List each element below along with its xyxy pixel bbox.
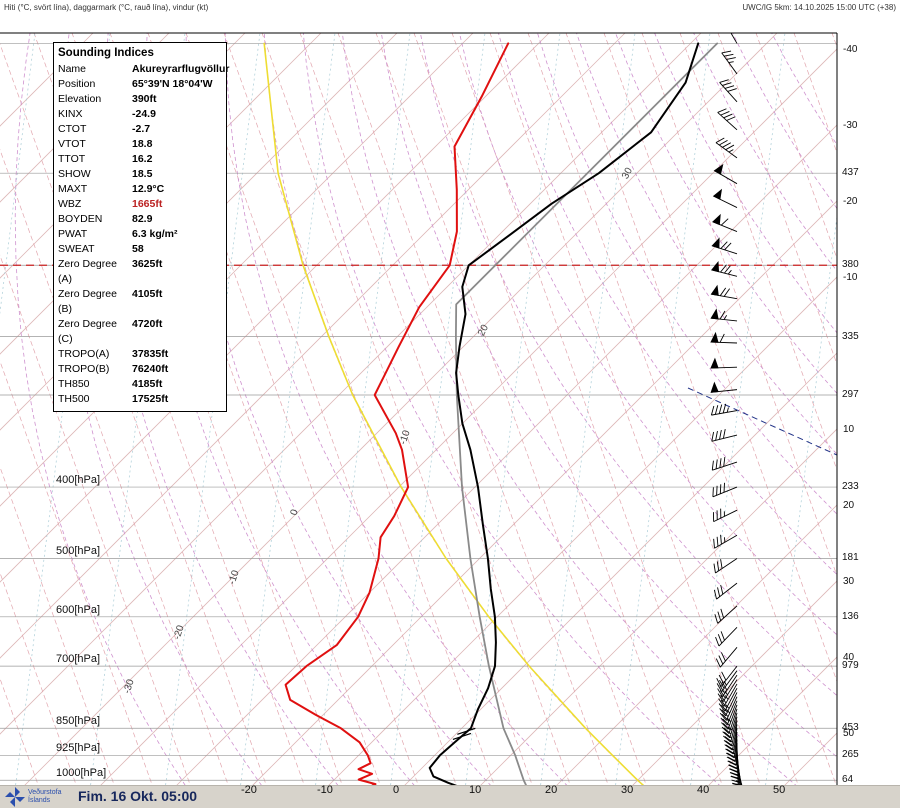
index-value: 16.2 (132, 153, 153, 165)
index-value: 1665ft (132, 198, 163, 210)
index-value: 4720ft (132, 318, 163, 330)
index-row: VTOT 18.8 (54, 137, 226, 152)
index-row: MAXT 12.9°C (54, 182, 226, 197)
index-value: 65°39'N 18°04'W (132, 78, 213, 90)
index-value: 12.9°C (132, 183, 165, 195)
index-value: -2.7 (132, 123, 151, 135)
index-label: SHOW (58, 168, 91, 180)
index-value: 6.3 kg/m² (132, 228, 178, 240)
index-row: TH850 4185ft (54, 377, 226, 392)
logo-text-line2: Íslands (28, 797, 51, 804)
index-row: BOYDEN 82.9 (54, 212, 226, 227)
header-left-caption: Hiti (°C, svört lína), daggarmark (°C, r… (4, 3, 209, 12)
index-value: 76240ft (132, 363, 169, 375)
index-row: CTOT -2.7 (54, 122, 226, 137)
sounding-indices-panel: Sounding Indices Name Akureyrarflugvöllur… (53, 42, 230, 412)
index-value: Akureyrarflugvöllur (132, 63, 230, 75)
index-label: TROPO(B) (58, 363, 110, 375)
index-label: WBZ (58, 198, 82, 210)
vedurstofa-logo-text: Veðurstofa Íslands (28, 789, 61, 805)
index-value: 18.5 (132, 168, 153, 180)
index-row: PWAT 6.3 kg/m² (54, 227, 226, 242)
header-right-caption: UWC/IG 5km: 14.10.2025 15:00 UTC (+38) (742, 3, 896, 12)
index-label: Elevation (58, 93, 102, 105)
index-label: Zero Degree (A) (58, 258, 117, 285)
index-row: TROPO(B) 76240ft (54, 362, 226, 377)
index-value: 18.8 (132, 138, 153, 150)
index-label: TROPO(A) (58, 348, 110, 360)
index-label: Name (58, 63, 87, 75)
index-label: TH850 (58, 378, 90, 390)
reference-profile-curve (454, 42, 719, 790)
index-row: Position 65°39'N 18°04'W (54, 77, 226, 92)
index-label: BOYDEN (58, 213, 103, 225)
index-label: TTOT (58, 153, 86, 165)
index-row: TH500 17525ft (54, 392, 226, 407)
index-label: Position (58, 78, 96, 90)
logo-text-line1: Veðurstofa (28, 789, 62, 796)
index-label: PWAT (58, 228, 88, 240)
vedurstofa-logo-icon (5, 787, 25, 807)
index-value: 4185ft (132, 378, 163, 390)
index-value: 390ft (132, 93, 157, 105)
index-row: SHOW 18.5 (54, 167, 226, 182)
header-bar: Hiti (°C, svört lína), daggarmark (°C, r… (0, 0, 900, 16)
index-value: 58 (132, 243, 144, 255)
indices-rows: Name Akureyrarflugvöllur Position 65°39'N 1… (54, 62, 230, 407)
index-row: Elevation 390ft (54, 92, 226, 107)
index-row: Zero Degree (A) 3625ft (54, 257, 226, 287)
index-value: 82.9 (132, 213, 153, 225)
index-row: WBZ 1665ft (54, 197, 226, 212)
index-value: 37835ft (132, 348, 169, 360)
index-row: KINX -24.9 (54, 107, 226, 122)
index-row: SWEAT 58 (54, 242, 226, 257)
index-row: Zero Degree (C) 4720ft (54, 317, 226, 347)
index-row: Zero Degree (B) 4105ft (54, 287, 226, 317)
indices-title: Sounding Indices (58, 47, 154, 59)
wind-barbs (710, 33, 744, 790)
index-label: SWEAT (58, 243, 95, 255)
index-row: Name Akureyrarflugvöllur (54, 62, 230, 77)
index-label: MAXT (58, 183, 88, 195)
index-row: TROPO(A) 37835ft (54, 347, 226, 362)
index-value: 3625ft (132, 258, 163, 270)
index-label: VTOT (58, 138, 86, 150)
index-label: TH500 (58, 393, 90, 405)
temperature-curve (428, 42, 700, 789)
index-label: CTOT (58, 123, 87, 135)
index-value: 17525ft (132, 393, 169, 405)
index-label: Zero Degree (B) (58, 288, 117, 315)
footer-bar: Veðurstofa Íslands Fim. 16 Okt. 05:00 (0, 785, 900, 808)
index-value: 4105ft (132, 288, 163, 300)
dewpoint-curve (284, 42, 510, 789)
index-label: KINX (58, 108, 83, 120)
valid-time-label: Fim. 16 Okt. 05:00 (78, 788, 198, 804)
index-value: -24.9 (132, 108, 156, 120)
parcel-dry-adiabat-curve (263, 42, 650, 790)
index-row: TTOT 16.2 (54, 152, 226, 167)
index-label: Zero Degree (C) (58, 318, 117, 345)
